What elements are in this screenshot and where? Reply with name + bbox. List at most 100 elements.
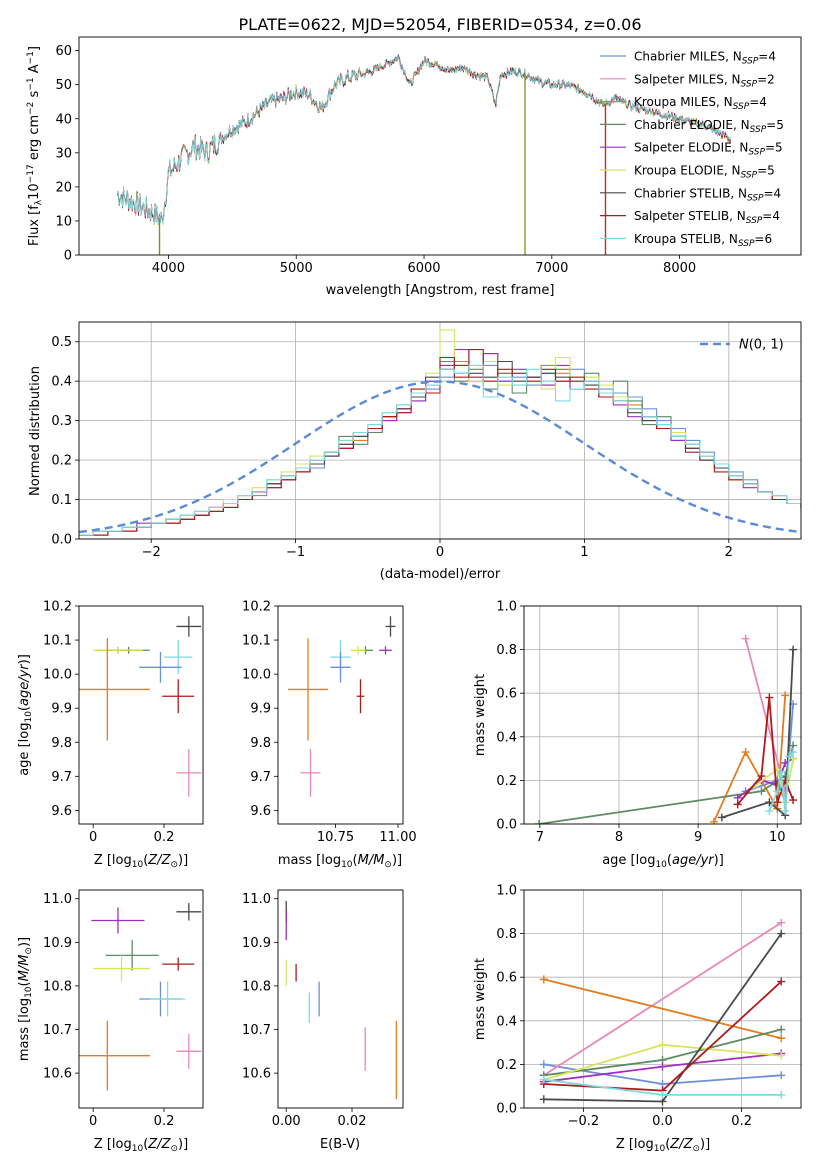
y-tick-label: 0 bbox=[64, 249, 72, 264]
y-axis-label: mass weight bbox=[473, 674, 488, 756]
y-tick-label: 0.6 bbox=[496, 687, 517, 702]
y-tick-label: 0.8 bbox=[496, 643, 517, 658]
legend-label-salp_elodie: Salpeter ELODIE, NSSP​=5 bbox=[634, 141, 783, 158]
weight-marker-chab_stelib bbox=[789, 645, 798, 654]
weight-marker-krou_miles bbox=[539, 975, 548, 984]
weight-marker-krou_elodie bbox=[777, 1051, 786, 1060]
weight-marker-krou_miles bbox=[709, 817, 718, 824]
plot-area bbox=[535, 634, 798, 824]
weight-marker-salp_miles bbox=[741, 634, 750, 643]
weight-line-salp_miles bbox=[543, 921, 782, 1077]
y-tick-label: 0.0 bbox=[496, 818, 517, 833]
weight-marker-chab_stelib bbox=[717, 813, 726, 822]
axes-frame bbox=[78, 321, 802, 540]
weight-marker-chab_miles bbox=[777, 1071, 786, 1080]
axes-frame bbox=[78, 889, 204, 1109]
plot-area bbox=[116, 53, 732, 255]
y-tick-label: 10.6 bbox=[43, 1067, 72, 1082]
plot-area bbox=[288, 616, 396, 797]
legend-label-chab_miles: Chabrier MILES, NSSP​=4 bbox=[634, 50, 776, 67]
panel-mass_vs_ebv: 0.00 0.02 10.6 10.7 10.8 10.9 11.0 E(B-V) bbox=[242, 889, 404, 1152]
y-tick-label: 0.4 bbox=[496, 730, 517, 745]
weight-marker-krou_miles bbox=[777, 1034, 786, 1043]
legend-label-krou_stelib: Kroupa STELIB, NSSP​=6 bbox=[634, 232, 772, 249]
y-tick-label: 0.2 bbox=[51, 454, 72, 469]
x-tick-label: 5000 bbox=[280, 261, 313, 276]
weight-marker-krou_stelib bbox=[658, 1090, 667, 1099]
y-tick-label: 10.8 bbox=[242, 979, 271, 994]
x-axis-label: Z [log10​(Z/Z⊙​)] bbox=[94, 1137, 188, 1154]
y-tick-label: 9.9 bbox=[250, 702, 271, 717]
weight-line-salp_miles bbox=[744, 638, 787, 792]
x-tick-label: 0.0 bbox=[652, 1114, 673, 1129]
y-tick-label: 10.7 bbox=[43, 1023, 72, 1038]
y-tick-label: 11.0 bbox=[43, 892, 72, 907]
gaussian-curve bbox=[79, 380, 801, 534]
weight-marker-krou_stelib bbox=[777, 767, 786, 776]
y-tick-label: 0.2 bbox=[496, 1058, 517, 1073]
x-axis-label: E(B-V) bbox=[320, 1137, 360, 1152]
y-tick-label: 0.0 bbox=[496, 1102, 517, 1117]
x-axis-label: mass [log10​(M/M⊙​)] bbox=[278, 853, 402, 870]
y-tick-label: 0.2 bbox=[496, 774, 517, 789]
y-tick-label: 0.3 bbox=[51, 414, 72, 429]
panel-residuals: −2 −1 0 1 2 0.0 0.1 0.2 0.3 0.4 0.5 N(0, 1) (data-mo… bbox=[28, 321, 802, 582]
weight-marker-chab_elodie bbox=[777, 1025, 786, 1034]
y-tick-label: 1.0 bbox=[496, 600, 517, 615]
y-tick-label: 20 bbox=[55, 180, 72, 195]
y-tick-label: 0.4 bbox=[51, 375, 72, 390]
weight-marker-krou_stelib bbox=[539, 1075, 548, 1084]
x-axis-label: wavelength [Angstrom, rest frame] bbox=[326, 283, 555, 298]
y-tick-label: 10.2 bbox=[242, 600, 271, 615]
x-axis-label: Z [log10​(Z/Z⊙​)] bbox=[94, 853, 188, 870]
x-tick-label: 7 bbox=[536, 830, 544, 845]
weight-marker-krou_miles bbox=[741, 748, 750, 757]
y-axis-label: Normed distribution bbox=[28, 366, 43, 496]
x-tick-label: 8000 bbox=[663, 261, 696, 276]
weight-marker-chab_stelib bbox=[777, 929, 786, 938]
legend: Chabrier MILES, NSSP​=4 Salpeter MILES, N… bbox=[600, 50, 784, 249]
legend-label-salp_stelib: Salpeter STELIB, NSSP​=4 bbox=[634, 209, 780, 226]
weight-marker-krou_stelib bbox=[785, 752, 794, 761]
x-axis-label: age [log10​(age/yr)] bbox=[602, 853, 724, 870]
weight-marker-krou_stelib bbox=[781, 806, 790, 815]
y-tick-label: 10.8 bbox=[43, 979, 72, 994]
panel-spectrum: 4000 5000 6000 7000 8000 0 10 20 30 40 50 60 wavelen… bbox=[26, 36, 802, 298]
weight-marker-salp_stelib bbox=[773, 798, 782, 807]
y-tick-label: 9.8 bbox=[250, 736, 271, 751]
y-tick-label: 0.8 bbox=[496, 927, 517, 942]
weight-marker-chab_elodie bbox=[535, 820, 544, 824]
y-tick-label: 10.1 bbox=[43, 634, 72, 649]
axes-frame bbox=[78, 36, 802, 256]
axes-frame bbox=[523, 889, 802, 1109]
y-tick-label: 10 bbox=[55, 214, 72, 229]
weight-marker-salp_stelib bbox=[789, 796, 798, 805]
weight-marker-salp_stelib bbox=[757, 772, 766, 781]
legend-label-krou_elodie: Kroupa ELODIE, NSSP​=5 bbox=[634, 164, 775, 181]
y-tick-label: 11.0 bbox=[242, 892, 271, 907]
x-tick-label: 0.00 bbox=[272, 1114, 301, 1129]
y-tick-label: 0.0 bbox=[51, 533, 72, 548]
weight-marker-salp_stelib bbox=[733, 800, 742, 809]
weight-marker-krou_elodie bbox=[658, 1040, 667, 1049]
y-axis-label: age [log10​(age/yr)] bbox=[17, 654, 34, 776]
weight-marker-chab_elodie bbox=[757, 787, 766, 796]
x-tick-label: 4000 bbox=[152, 261, 185, 276]
weight-marker-salp_stelib bbox=[777, 977, 786, 986]
weight-line-krou_miles bbox=[543, 978, 782, 1040]
x-tick-label: 0.2 bbox=[154, 830, 175, 845]
y-tick-label: 10.1 bbox=[242, 634, 271, 649]
histogram-chab_elodie bbox=[79, 360, 801, 536]
weight-marker-krou_miles bbox=[781, 691, 790, 700]
weight-marker-krou_stelib bbox=[777, 1090, 786, 1099]
y-tick-label: 10.9 bbox=[43, 936, 72, 951]
y-tick-label: 10.0 bbox=[242, 668, 271, 683]
axes-frame bbox=[523, 605, 802, 825]
y-tick-label: 9.6 bbox=[250, 804, 271, 819]
x-tick-label: 8 bbox=[615, 830, 623, 845]
legend-gaussian-label: N(0, 1) bbox=[739, 338, 784, 353]
plot-area bbox=[79, 903, 202, 1091]
x-tick-label: 6000 bbox=[407, 261, 440, 276]
x-tick-label: 0 bbox=[89, 830, 97, 845]
x-tick-label: 0 bbox=[89, 1114, 97, 1129]
